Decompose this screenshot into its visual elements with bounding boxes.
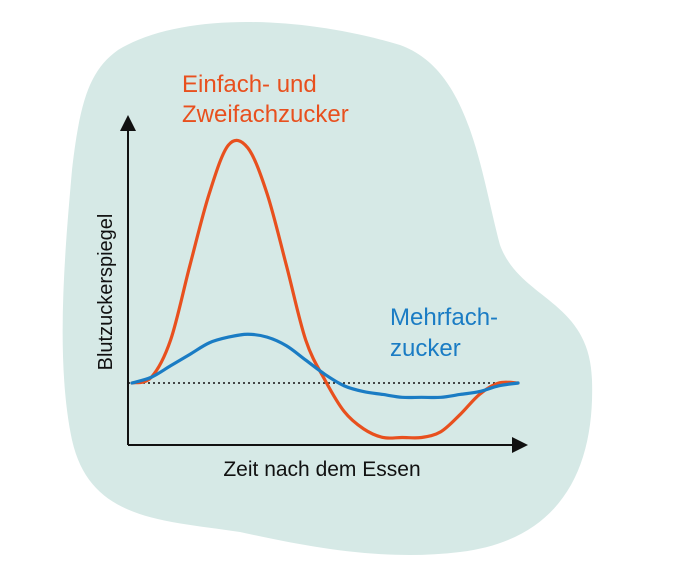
legend-simple-sugar-line-1: Einfach- und [182, 71, 317, 98]
legend-simple-sugar-line-2: Zweifachzucker [182, 101, 349, 128]
series-simple-sugar-line [130, 138, 520, 440]
background-blob [62, 21, 593, 556]
series-layer [130, 138, 520, 440]
legend-complex-sugar: Mehrfach- zucker [390, 304, 498, 362]
y-axis-label: Blutzuckerspiegel [95, 214, 117, 371]
x-axis-label: Zeit nach dem Essen [223, 458, 420, 481]
legend-complex-sugar-line-1: Mehrfach- [390, 304, 498, 331]
series-complex-sugar-line [130, 332, 520, 400]
legend-complex-sugar-line-2: zucker [390, 335, 461, 362]
legend-simple-sugar: Einfach- und Zweifachzucker [182, 71, 349, 128]
